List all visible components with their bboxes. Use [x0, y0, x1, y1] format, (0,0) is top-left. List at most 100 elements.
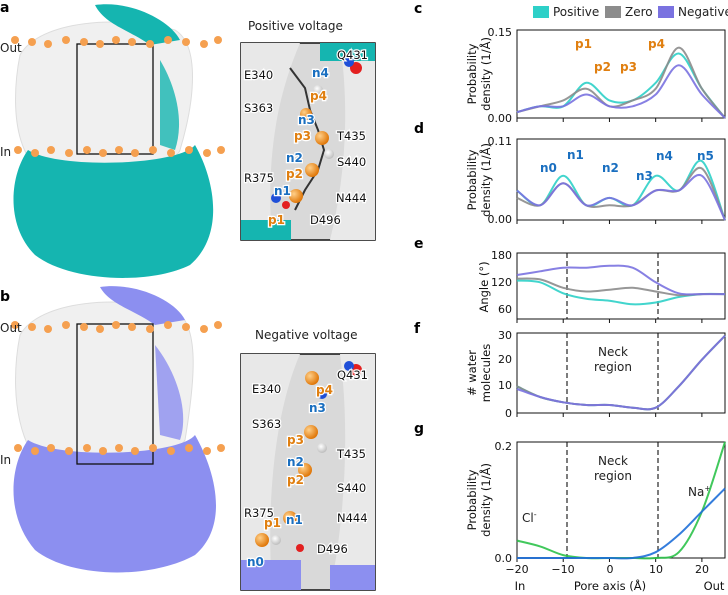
in-label-a: In [0, 145, 11, 159]
res-S363-a: S363 [244, 101, 273, 115]
membrane-bead [62, 321, 70, 329]
legend-negative: Negative [678, 5, 728, 19]
series-line-negative [516, 264, 726, 296]
site-p1-a: p1 [268, 213, 285, 227]
membrane-bead [47, 146, 55, 154]
zoom-panel-negative [240, 353, 376, 591]
g-label-cl: Cl- [522, 510, 537, 525]
series-line-negative [516, 335, 726, 411]
membrane-bead [185, 146, 193, 154]
chart-lines [516, 46, 726, 560]
site-n1-b: n1 [286, 513, 303, 527]
site-p4-b: p4 [316, 383, 333, 397]
membrane-bead [47, 444, 55, 452]
membrane-bead [115, 444, 123, 452]
site-n0-b: n0 [247, 555, 264, 569]
panel-label-a: a [0, 0, 9, 16]
membrane-bead [131, 447, 139, 455]
membrane-bead [217, 146, 225, 154]
res-T435-a: T435 [336, 129, 366, 143]
xtick-10: 10 [649, 563, 663, 576]
membrane-bead [146, 40, 154, 48]
res-E340-a: E340 [244, 68, 273, 82]
membrane-bead [99, 149, 107, 157]
site-n3-b: n3 [309, 401, 326, 415]
panel-b-structure [13, 286, 216, 573]
site-p2-b: p2 [287, 473, 304, 487]
res-Q431-a: Q431 [337, 48, 368, 62]
g-ylabel-2: density (1/Å) [478, 463, 493, 537]
membrane-bead [164, 36, 172, 44]
f-ylabel-2: molecules [479, 344, 493, 402]
membrane-bead [44, 325, 52, 333]
f-ytick-20: 20 [498, 353, 512, 366]
membrane-bead [203, 149, 211, 157]
membrane-bead [182, 38, 190, 46]
g-label-na: Na+ [688, 484, 711, 499]
legend-positive: Positive [553, 5, 599, 19]
membrane-bead [164, 321, 172, 329]
panel-label-g: g [414, 421, 424, 437]
res-S440-b: S440 [337, 481, 366, 495]
panel-a-structure [13, 4, 214, 278]
g-ytick-0.0: 0.0 [495, 552, 513, 565]
axes-d [516, 138, 726, 221]
site-n2-b: n2 [287, 455, 304, 469]
res-S440-a: S440 [337, 155, 366, 169]
membrane-bead [80, 38, 88, 46]
membrane-bead [214, 321, 222, 329]
f-ylabel-1: # water [465, 350, 479, 396]
f-neck-2: region [594, 360, 632, 374]
c-ytick-0.15: 0.15 [488, 26, 513, 39]
f-ytick-0: 0 [505, 407, 512, 420]
neck-lines [566, 253, 659, 558]
e-ylabel: Angle (°) [477, 261, 491, 312]
d-ytick-0.00: 0.00 [488, 213, 513, 226]
c-label-p1: p1 [575, 37, 592, 51]
res-S363-b: S363 [252, 417, 281, 431]
membrane-bead [185, 444, 193, 452]
panel-label-c: c [414, 1, 422, 17]
membrane-bead [167, 149, 175, 157]
d-label-n4: n4 [656, 149, 673, 163]
res-R375-a: R375 [244, 171, 274, 185]
res-R375-b: R375 [244, 506, 274, 520]
legend-swatch-positive [533, 6, 549, 18]
d-label-n2: n2 [602, 161, 619, 175]
site-n4-a: n4 [312, 66, 329, 80]
e-ytick-180: 180 [491, 249, 512, 262]
membrane-bead [182, 323, 190, 331]
membrane-bead [31, 447, 39, 455]
zoom-panel-positive [240, 42, 376, 241]
axes-e [516, 252, 726, 320]
c-ytick-0.00: 0.00 [488, 112, 513, 125]
series-line-negative [516, 173, 726, 221]
series-line-positive [516, 279, 726, 306]
legend-zero: Zero [625, 5, 653, 19]
series-line-na [517, 487, 726, 560]
xtick-0: 0 [607, 563, 614, 576]
site-p2-a: p2 [286, 167, 303, 181]
membrane-bead [14, 146, 22, 154]
c-label-p4: p4 [648, 37, 665, 51]
membrane-bead [65, 149, 73, 157]
x-axis-label: Pore axis (Å) [574, 578, 646, 593]
c-label-p2: p2 [594, 60, 611, 74]
res-T435-b: T435 [336, 447, 366, 461]
g-neck-2: region [594, 469, 632, 483]
site-n1-a: n1 [274, 184, 291, 198]
e-ytick-60: 60 [498, 303, 512, 316]
membrane-bead [83, 146, 91, 154]
membrane-bead [99, 447, 107, 455]
res-D496-a: D496 [310, 213, 341, 227]
g-ytick-0.2: 0.2 [495, 440, 513, 453]
res-E340-b: E340 [252, 382, 281, 396]
res-Q431-b: Q431 [337, 368, 368, 382]
d-ytick-0.11: 0.11 [488, 135, 513, 148]
f-neck-1: Neck [598, 345, 628, 359]
g-neck-1: Neck [598, 454, 628, 468]
membrane-beads-b [11, 321, 225, 455]
membrane-bead [128, 323, 136, 331]
c-label-p3: p3 [620, 60, 637, 74]
d-ylabel-2: density (1/Å) [478, 143, 493, 217]
